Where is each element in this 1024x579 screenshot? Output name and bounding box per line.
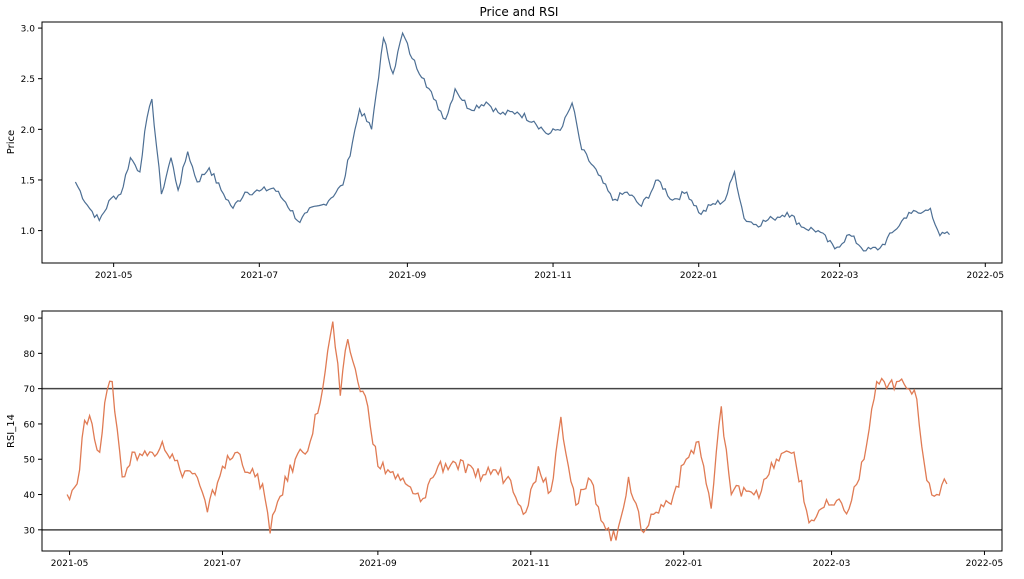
rsi-x-tick-label: 2022-01: [665, 559, 703, 569]
price-plot-frame: [41, 21, 1003, 264]
price-axis-label: Price: [6, 130, 17, 154]
rsi-y-tick-label: 70: [24, 385, 36, 395]
rsi-x-tick-label: 2021-05: [51, 559, 89, 569]
rsi-y-tick-label: 30: [24, 526, 36, 536]
price-x-tick-label: 2021-11: [534, 271, 572, 281]
price-x-tick-label: 2022-03: [821, 271, 859, 281]
rsi-y-tick-label: 60: [24, 420, 36, 430]
rsi-x-tick-label: 2022-05: [966, 559, 1004, 569]
chart-title: Price and RSI: [480, 5, 559, 19]
price-x-tick-label: 2021-09: [389, 271, 427, 281]
price-x-tick-label: 2021-07: [241, 271, 279, 281]
price-series-line: [74, 31, 950, 252]
rsi-x-tick-label: 2022-03: [813, 559, 851, 569]
price-y-tick-label: 1.0: [21, 227, 36, 237]
price-x-tick-label: 2022-05: [966, 271, 1004, 281]
rsi-panel: 2021-05 2021-07 2021-09 2021-11 2022-01 2022-…: [6, 310, 1004, 569]
rsi-axis-label: RSI_14: [6, 414, 17, 448]
rsi-y-tick-label: 80: [24, 350, 36, 360]
rsi-x-tick-label: 2021-07: [204, 559, 242, 569]
rsi-x-tick-label: 2021-11: [512, 559, 550, 569]
rsi-y-tick-label: 40: [24, 491, 36, 501]
rsi-x-tick-label: 2021-09: [359, 559, 397, 569]
rsi-y-tick-label: 90: [24, 315, 36, 325]
price-x-tick-label: 2021-05: [95, 271, 133, 281]
rsi-y-tick-label: 50: [24, 456, 36, 466]
rsi-series-line: [66, 321, 948, 542]
rsi-plot-frame: [41, 310, 1003, 552]
price-panel: Price and RSI 2021-05 2021-07 2021-09 2021-…: [6, 5, 1004, 281]
price-y-tick-label: 2.5: [21, 75, 35, 85]
price-y-tick-label: 3.0: [21, 25, 36, 35]
price-y-tick-label: 1.5: [21, 176, 35, 186]
price-x-tick-label: 2022-01: [680, 271, 718, 281]
price-y-tick-label: 2.0: [21, 126, 36, 136]
